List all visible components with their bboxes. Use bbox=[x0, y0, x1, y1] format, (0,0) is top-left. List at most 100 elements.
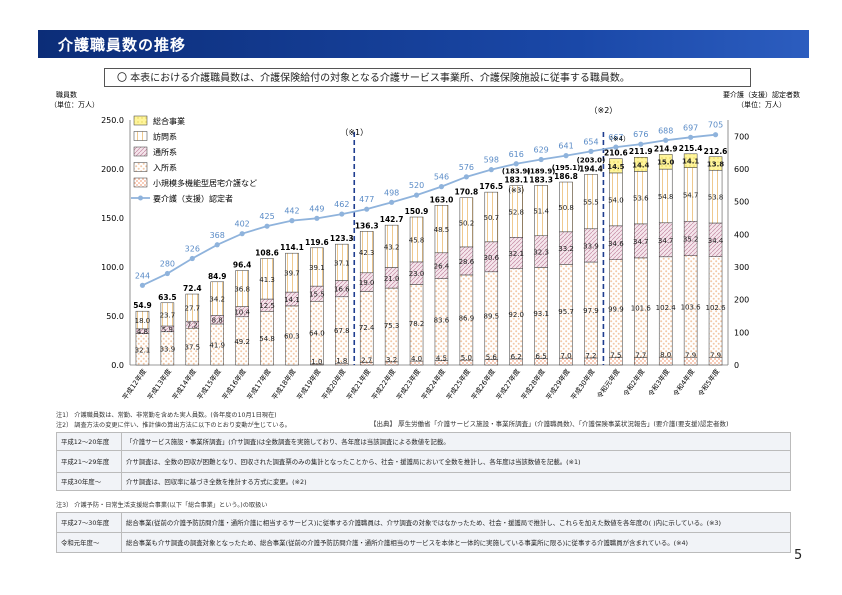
bar-segment-sogo bbox=[634, 156, 648, 172]
certified-point bbox=[389, 199, 395, 205]
right-tick-label: 0 bbox=[734, 361, 739, 370]
bar-segment-homon bbox=[584, 174, 598, 230]
table-row: 平成27～30年度 総合事業(従前の介護予防訪問介護・通所介護に相当するサービス)… bbox=[56, 512, 791, 533]
legend-label: 通所系 bbox=[153, 147, 177, 157]
title-banner: 介護職員数の推移 bbox=[38, 30, 809, 58]
category-label: 令和2年度 bbox=[621, 367, 647, 398]
segment-label-homon: 52.8 bbox=[508, 208, 524, 216]
row-key: 令和元年度～ bbox=[56, 532, 122, 553]
segment-label-small: 7.0 bbox=[560, 352, 571, 360]
legend-swatch-small bbox=[133, 177, 148, 188]
note-3: 注3） 介護予防・日常生活支援総合事業(以下「総合事業」という。)の取扱い bbox=[56, 502, 268, 509]
total-label: 214.9 bbox=[654, 144, 678, 153]
total-label: 142.7 bbox=[380, 215, 404, 224]
right-tick-label: 200 bbox=[734, 296, 749, 305]
certified-point bbox=[463, 174, 469, 180]
certified-polyline bbox=[142, 133, 716, 287]
table-row: 平成21～29年度 介サ調査は、全数の回収が困難となり、回収された調査票のみの集計… bbox=[56, 450, 791, 473]
total-label: 176.5 bbox=[479, 182, 503, 191]
category-label: 令和5年度 bbox=[696, 367, 722, 398]
certified-point bbox=[364, 206, 370, 212]
segment-label-small: 7.2 bbox=[585, 352, 596, 360]
certified-point bbox=[164, 270, 170, 277]
right-tick-label: 400 bbox=[734, 230, 749, 239]
annotation-label: （※1） bbox=[340, 128, 368, 137]
segment-label-nyusho: 93.1 bbox=[533, 310, 549, 318]
certified-point bbox=[413, 192, 420, 198]
category-label: 平成12年度 bbox=[120, 367, 148, 402]
segment-label-homon: 50.7 bbox=[483, 214, 499, 222]
certified-point bbox=[688, 134, 694, 140]
segment-label-tsusho: 33.2 bbox=[558, 245, 574, 253]
segment-label-small: 7.5 bbox=[610, 352, 621, 360]
segment-label-small: 7.7 bbox=[635, 351, 646, 359]
certified-label: 654 bbox=[583, 137, 598, 146]
note-1: 注1） 介護職員数は、常勤、非常勤を含めた実人員数。(各年度の10月1日現在) bbox=[56, 412, 277, 419]
certified-point bbox=[613, 144, 619, 150]
category-label: 平成18年度 bbox=[270, 367, 298, 402]
annotation-label: （※4） bbox=[606, 135, 630, 143]
certified-point bbox=[588, 148, 594, 154]
certified-label: 598 bbox=[484, 156, 499, 165]
left-tick-label: 150.0 bbox=[101, 214, 124, 223]
total-label: 194.4 bbox=[579, 164, 603, 173]
segment-label-tsusho: 28.6 bbox=[459, 258, 475, 266]
segment-label-nyusho: 54.8 bbox=[259, 335, 275, 343]
legend-swatch-homon bbox=[133, 131, 148, 141]
segment-label-nyusho: 78.2 bbox=[409, 320, 425, 328]
segment-label-sogo: 14.4 bbox=[632, 161, 649, 169]
segment-label-homon: 48.5 bbox=[434, 226, 450, 234]
category-label: 平成25年度 bbox=[444, 367, 472, 402]
segment-label-tsusho: 4.8 bbox=[137, 328, 148, 336]
segment-label-nyusho: 86.9 bbox=[459, 315, 475, 323]
bar-segment-homon bbox=[359, 231, 374, 274]
left-tick-label: 50.0 bbox=[106, 312, 124, 321]
segment-label-homon: 41.3 bbox=[259, 276, 275, 284]
segment-label-sogo: 15.0 bbox=[657, 159, 674, 167]
row-key: 平成21～29年度 bbox=[56, 450, 122, 473]
segment-label-homon: 39.1 bbox=[309, 264, 325, 272]
category-label: 平成28年度 bbox=[519, 367, 547, 402]
bar-segment-homon bbox=[135, 310, 150, 330]
legend-label: 訪問系 bbox=[153, 132, 177, 142]
sogo-table: 平成27～30年度 総合事業(従前の介護予防訪問介護・通所介護に相当するサービス)… bbox=[56, 512, 791, 553]
category-label: 平成15年度 bbox=[195, 367, 223, 402]
certified-point bbox=[712, 132, 719, 138]
bar-segment-homon bbox=[210, 281, 224, 316]
segment-label-nyusho: 72.4 bbox=[359, 324, 375, 332]
certified-label: 641 bbox=[558, 142, 573, 151]
legend-label: 小規模多機能型居宅介護など bbox=[153, 178, 257, 188]
total-label: 108.6 bbox=[255, 249, 279, 258]
bar-segment-homon bbox=[384, 224, 399, 268]
category-label: 平成14年度 bbox=[170, 367, 198, 402]
right-tick-label: 600 bbox=[734, 165, 749, 174]
page-number: 5 bbox=[794, 548, 803, 563]
total-label: 210.6 bbox=[604, 149, 628, 158]
segment-label-nyusho: 33.9 bbox=[160, 345, 176, 353]
bar-segment-sogo bbox=[683, 153, 698, 168]
certified-point bbox=[264, 223, 270, 229]
certified-label: 498 bbox=[384, 188, 399, 197]
category-label: 平成26年度 bbox=[469, 367, 497, 402]
total-label: 183.3 bbox=[529, 175, 553, 184]
segment-label-small: 8.0 bbox=[660, 351, 671, 359]
category-label: 平成21年度 bbox=[344, 367, 372, 402]
table-row: 平成30年度～ 介サ調査は、回収率に基づき全数を推計する方式に変更。(※2) bbox=[56, 472, 791, 491]
total-label: 183.1 bbox=[504, 176, 528, 185]
segment-label-homon: 18.0 bbox=[135, 317, 151, 325]
category-label: 平成27年度 bbox=[494, 367, 522, 402]
segment-label-tsusho: 10.4 bbox=[234, 309, 250, 317]
total-label: 211.9 bbox=[629, 147, 653, 156]
certified-point bbox=[214, 242, 220, 248]
segment-label-tsusho: 34.6 bbox=[608, 240, 624, 248]
segment-label-small: 5.6 bbox=[486, 354, 498, 362]
segment-label-homon: 43.2 bbox=[384, 243, 400, 251]
segment-label-small: 5.0 bbox=[461, 354, 472, 362]
segment-label-homon: 23.7 bbox=[160, 311, 176, 319]
total-label: 212.6 bbox=[704, 147, 728, 156]
note-2: 注2） 調査方法の変更に伴い、推計値の算出方法に以下のとおり変動が生じている。 bbox=[56, 422, 291, 429]
right-tick-label: 500 bbox=[734, 198, 749, 207]
segment-label-homon: 34.2 bbox=[209, 296, 225, 304]
right-tick-label: 100 bbox=[734, 328, 749, 337]
segment-label-small: 2.7 bbox=[361, 356, 372, 364]
